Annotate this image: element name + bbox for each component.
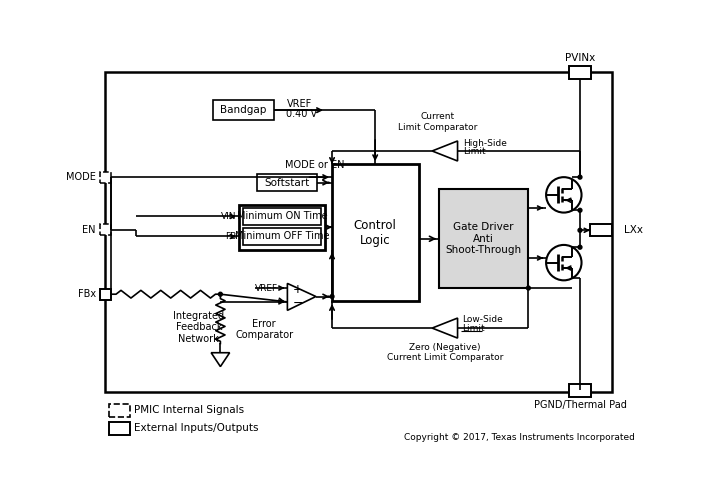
Polygon shape bbox=[432, 141, 458, 161]
Text: PGND/Thermal Pad: PGND/Thermal Pad bbox=[533, 400, 626, 410]
Text: External Inputs/Outputs: External Inputs/Outputs bbox=[134, 423, 258, 433]
Circle shape bbox=[526, 286, 531, 290]
Text: Softstart: Softstart bbox=[264, 177, 309, 187]
Circle shape bbox=[218, 292, 222, 296]
Circle shape bbox=[578, 208, 582, 212]
Text: 0.40 V: 0.40 V bbox=[286, 109, 317, 119]
Bar bbox=[100, 289, 111, 300]
Text: Limit: Limit bbox=[463, 147, 486, 156]
Bar bbox=[100, 224, 111, 235]
Bar bbox=[243, 228, 321, 245]
Text: Minimum ON Time: Minimum ON Time bbox=[236, 211, 327, 221]
Text: VREF: VREF bbox=[286, 99, 312, 109]
Bar bbox=[256, 174, 316, 191]
Circle shape bbox=[330, 295, 334, 299]
Circle shape bbox=[546, 177, 581, 212]
Circle shape bbox=[578, 228, 582, 232]
Text: PMIC Internal Signals: PMIC Internal Signals bbox=[134, 405, 244, 415]
Bar bbox=[105, 73, 612, 392]
Bar bbox=[590, 224, 612, 236]
Text: FBx: FBx bbox=[78, 289, 96, 299]
Text: PVINx: PVINx bbox=[565, 53, 595, 63]
Text: Control
Logic: Control Logic bbox=[353, 218, 396, 246]
Text: VIN: VIN bbox=[221, 212, 236, 221]
Text: High-Side: High-Side bbox=[463, 139, 507, 148]
Bar bbox=[569, 384, 590, 397]
Bar bbox=[239, 205, 325, 249]
Text: FB: FB bbox=[226, 232, 236, 241]
Circle shape bbox=[546, 245, 581, 281]
Text: Current
Limit Comparator: Current Limit Comparator bbox=[398, 112, 477, 132]
Bar bbox=[332, 164, 419, 301]
Text: Minimum OFF Time: Minimum OFF Time bbox=[235, 231, 329, 241]
Bar bbox=[100, 172, 111, 182]
Text: Low-Side: Low-Side bbox=[462, 315, 503, 324]
Text: EN: EN bbox=[82, 224, 96, 234]
Bar bbox=[243, 208, 321, 225]
Text: Limit: Limit bbox=[462, 324, 485, 333]
Polygon shape bbox=[287, 284, 316, 311]
Bar bbox=[109, 404, 129, 417]
Bar bbox=[439, 189, 528, 288]
Text: Zero (Negative)
Current Limit Comparator: Zero (Negative) Current Limit Comparator bbox=[387, 343, 503, 362]
Text: Bandgap: Bandgap bbox=[221, 105, 267, 115]
Circle shape bbox=[578, 245, 582, 249]
Text: MODE: MODE bbox=[66, 172, 96, 182]
Text: −: − bbox=[293, 297, 303, 310]
Circle shape bbox=[578, 175, 582, 179]
Text: Error
Comparator: Error Comparator bbox=[235, 319, 293, 341]
Text: Integrated
Feedback
Network: Integrated Feedback Network bbox=[174, 311, 224, 344]
Text: +: + bbox=[293, 283, 303, 296]
Text: Gate Driver
Anti
Shoot-Through: Gate Driver Anti Shoot-Through bbox=[446, 222, 522, 256]
Polygon shape bbox=[432, 318, 458, 338]
Text: LXx: LXx bbox=[624, 225, 643, 235]
Text: MODE or EN: MODE or EN bbox=[285, 160, 344, 170]
Bar bbox=[569, 66, 590, 79]
Bar bbox=[213, 100, 274, 120]
Text: VREF: VREF bbox=[255, 284, 278, 293]
Bar bbox=[109, 422, 129, 435]
Polygon shape bbox=[211, 353, 230, 367]
Text: Copyright © 2017, Texas Instruments Incorporated: Copyright © 2017, Texas Instruments Inco… bbox=[404, 433, 635, 442]
